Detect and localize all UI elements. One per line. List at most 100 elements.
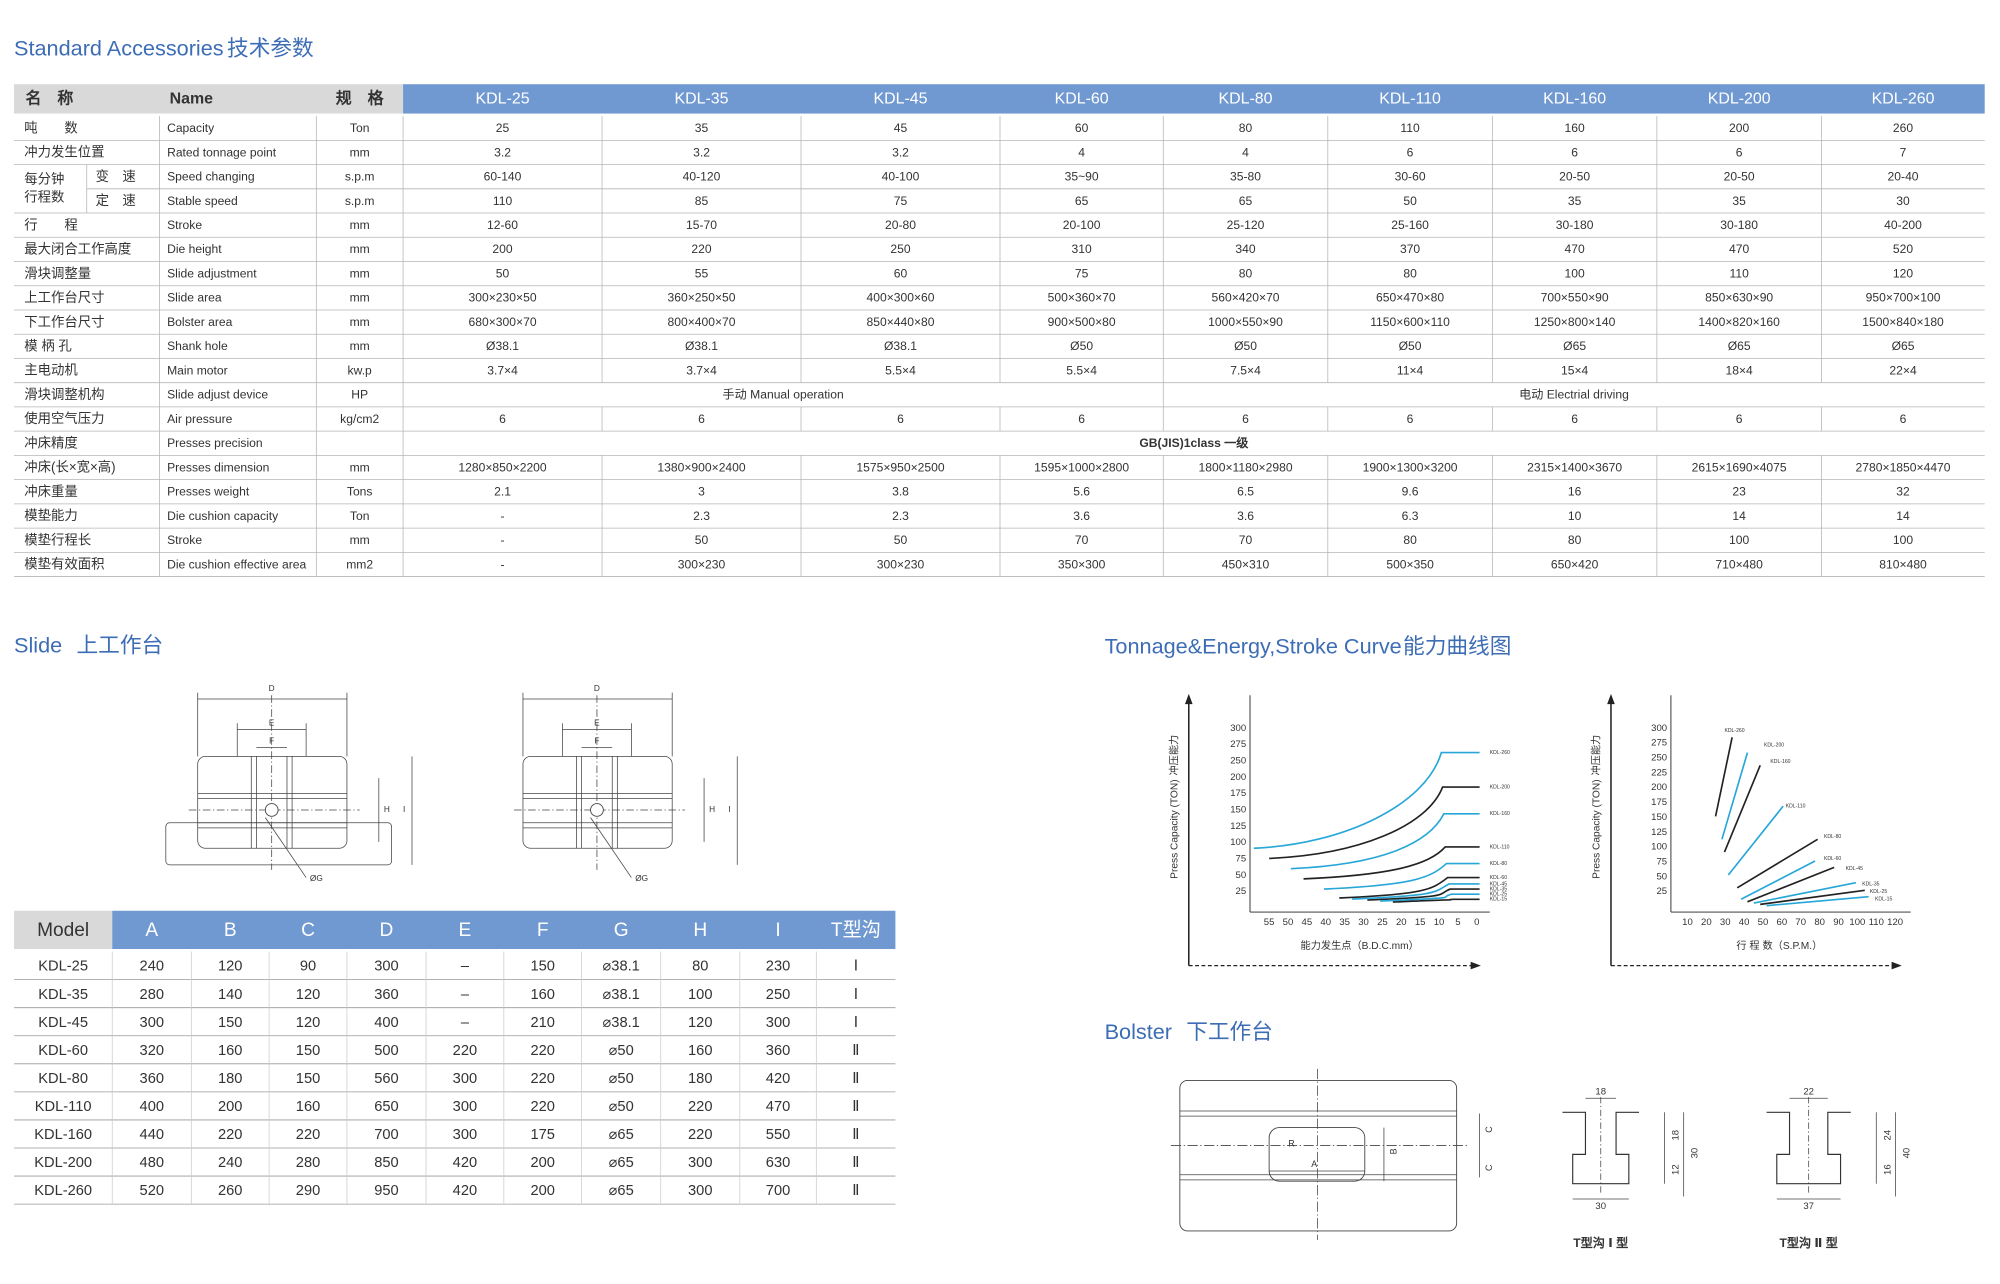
dim-label: 18 <box>1671 1130 1682 1141</box>
section-title: Slide <box>14 632 62 657</box>
header-cell: H <box>693 920 707 941</box>
curve-label: KDL-160 <box>1770 759 1790 765</box>
dim-label: E <box>594 717 600 727</box>
cell-value: 300 <box>140 1015 164 1031</box>
cell-value: Ø38.1 <box>884 339 917 353</box>
cell-value: KDL-45 <box>38 1015 88 1031</box>
header-cell: KDL-80 <box>1219 91 1273 108</box>
cell-value: 15-70 <box>686 218 717 232</box>
cell-value: 30-60 <box>1395 170 1426 184</box>
cell-value: 4 <box>1078 145 1085 159</box>
cell-value: 10 <box>1568 509 1582 523</box>
cell-value: 2.1 <box>494 485 511 499</box>
cell-value: 6 <box>1078 412 1085 426</box>
cell-en: Slide adjust device <box>167 388 268 402</box>
cell-value: 470 <box>1729 242 1749 256</box>
cell-value: KDL-160 <box>34 1127 92 1143</box>
cell-value: 30-180 <box>1720 218 1758 232</box>
dim-label: A <box>1311 1159 1317 1169</box>
cell-value: Ø65 <box>1728 339 1751 353</box>
axis-label: 冲压能力 <box>1167 735 1180 776</box>
cell-value: ⌀50 <box>609 1043 634 1059</box>
cell-value: 470 <box>1565 242 1585 256</box>
cell-value: 260 <box>218 1183 242 1199</box>
cell-value: 6 <box>1900 412 1907 426</box>
cell-value: 1250×800×140 <box>1534 315 1616 329</box>
cell-value: 2.3 <box>693 509 710 523</box>
x-tick-label: 60 <box>1777 917 1788 928</box>
cell-cn: 吨 数 <box>24 120 78 135</box>
cell-value: 850 <box>374 1155 398 1171</box>
cell-en: Die cushion capacity <box>167 509 279 523</box>
y-tick-label: 150 <box>1651 812 1667 823</box>
cell-value: 2615×1690×4075 <box>1692 460 1787 474</box>
cell-value: 6.3 <box>1402 509 1419 523</box>
x-tick-label: 90 <box>1833 917 1844 928</box>
cell-value: 40-100 <box>882 170 920 184</box>
y-tick-label: 250 <box>1651 753 1667 764</box>
cell-value: 20-80 <box>885 218 916 232</box>
cell-value: 470 <box>766 1099 790 1115</box>
section-title-cn: 下工作台 <box>1186 1019 1273 1044</box>
cell-value: 420 <box>453 1155 477 1171</box>
cell-value: 70 <box>1239 533 1253 547</box>
cell-value: 710×480 <box>1715 557 1763 571</box>
dim-label: B <box>1388 1148 1398 1154</box>
header-cell: F <box>537 920 549 941</box>
x-tick-label: 15 <box>1415 917 1426 928</box>
cell-value: 20-50 <box>1559 170 1590 184</box>
cell-value: 700 <box>766 1183 790 1199</box>
cell-value: Ø38.1 <box>486 339 519 353</box>
x-tick-label: 70 <box>1795 917 1806 928</box>
cell-value: 200 <box>530 1155 554 1171</box>
cell-merged: GB(JIS)1class 一级 <box>1139 435 1249 450</box>
cell-value: 240 <box>218 1155 242 1171</box>
cell-cn: 模垫行程长 <box>24 532 91 547</box>
x-tick-label: 110 <box>1869 917 1884 928</box>
header-bg <box>112 910 896 950</box>
shank-hole <box>590 803 604 817</box>
cell-value: 850×630×90 <box>1705 291 1773 305</box>
curve-label: KDL-110 <box>1786 804 1806 810</box>
cell-unit: kw.p <box>348 363 372 377</box>
cell-value: Ⅱ <box>852 1099 859 1115</box>
y-tick-label: 75 <box>1236 853 1247 864</box>
dim-label: F <box>269 735 274 745</box>
cell-value: 100 <box>1565 266 1585 280</box>
cell-value: 60-140 <box>484 170 522 184</box>
dim-label: 24 <box>1882 1129 1893 1140</box>
curve-label: KDL-60 <box>1824 856 1841 862</box>
cell-unit: mm2 <box>346 557 373 571</box>
dim-label: H <box>709 804 715 814</box>
cell-value: 80 <box>1403 266 1417 280</box>
cell-en: Presses precision <box>167 436 263 450</box>
cell-value: 110 <box>1730 266 1750 280</box>
cell-value: 20-50 <box>1724 170 1755 184</box>
cell-value: 850×440×80 <box>866 315 934 329</box>
cell-value: 3.2 <box>494 145 511 159</box>
cell-value: 80 <box>1403 533 1417 547</box>
y-tick-label: 175 <box>1230 788 1246 799</box>
cell-value: 300 <box>374 959 398 975</box>
cell-value: 160 <box>1565 121 1585 135</box>
cell-value: 110 <box>493 194 513 208</box>
cell-value: 35 <box>695 121 709 135</box>
cell-cn: 下工作台尺寸 <box>24 314 104 329</box>
cell-value: Ⅱ <box>852 1183 859 1199</box>
shank-hole <box>264 803 279 817</box>
cell-value: 250 <box>766 987 790 1003</box>
curve-label: KDL-35 <box>1862 881 1879 887</box>
cell-value: KDL-35 <box>38 987 88 1003</box>
cell-value: 360 <box>374 987 398 1003</box>
cell-value: 400×300×60 <box>866 291 934 305</box>
cell-value: 340 <box>1235 242 1255 256</box>
curve-label: KDL-80 <box>1490 861 1507 867</box>
dim-label: H <box>384 804 390 814</box>
y-tick-label: 275 <box>1230 739 1246 750</box>
cell-value: KDL-200 <box>34 1155 92 1171</box>
cell-en: Slide adjustment <box>167 266 257 280</box>
cell-unit: mm <box>350 460 370 474</box>
section-title: Tonnage&Energy,Stroke Curve <box>1105 634 1402 659</box>
axis-label: Press Capacity (TON) <box>1169 779 1180 878</box>
y-tick-label: 300 <box>1230 723 1246 734</box>
